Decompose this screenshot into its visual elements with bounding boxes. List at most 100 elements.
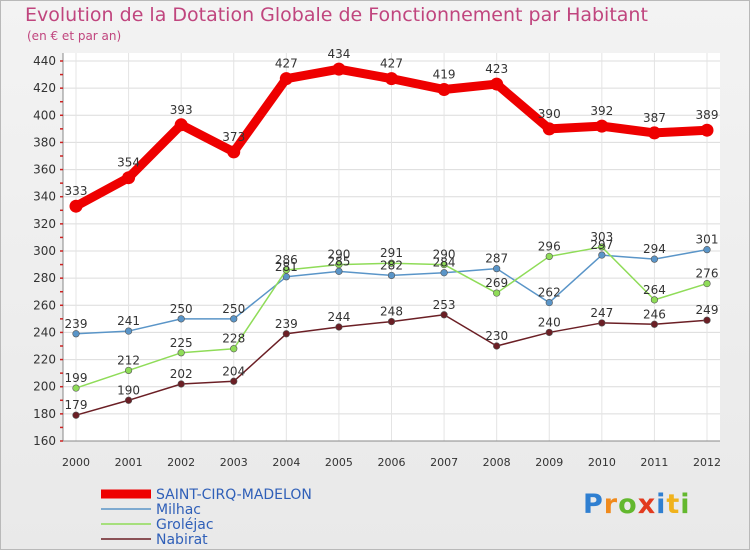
data-point-nabirat-2012 (703, 316, 711, 324)
data-label-grol-jac-2002: 225 (170, 336, 193, 350)
logo-letter: x (637, 489, 657, 520)
data-label-grol-jac-2010: 303 (590, 230, 613, 244)
x-tick-label-2000: 2000 (62, 456, 90, 469)
data-label-saint-cirq-madelon-2007: 419 (433, 68, 456, 82)
data-label-grol-jac-2008: 269 (485, 276, 508, 290)
data-label-grol-jac-2006: 291 (380, 246, 403, 260)
proxiti-logo: Proxiti (583, 489, 691, 520)
data-label-milhac-2007: 284 (433, 256, 456, 270)
series-milhac (72, 246, 711, 338)
data-point-saint-cirq-madelon-2008 (490, 77, 504, 91)
data-label-saint-cirq-madelon-2001: 354 (117, 156, 140, 170)
data-label-milhac-2004: 281 (275, 260, 298, 274)
data-point-nabirat-2011 (650, 320, 659, 328)
data-point-saint-cirq-madelon-2003 (227, 145, 241, 159)
data-point-nabirat-2008 (493, 342, 501, 350)
series-saint-cirq-madelon (69, 62, 714, 213)
data-point-nabirat-2003 (230, 377, 238, 385)
y-tick-label-440: 440 (33, 54, 56, 68)
data-label-nabirat-2011: 246 (643, 307, 666, 321)
data-point-grol-jac-2005 (335, 260, 343, 269)
legend-label-saint-cirq-madelon: SAINT-CIRQ-MADELON (156, 487, 312, 503)
legend-label-nabirat: Nabirat (156, 532, 208, 548)
x-tick-label-2011: 2011 (640, 456, 668, 469)
data-point-nabirat-2005 (335, 323, 343, 331)
y-tick-label-280: 280 (33, 271, 56, 285)
y-tick-label-300: 300 (33, 244, 56, 258)
logo-letter: i (680, 489, 691, 520)
data-point-nabirat-2000 (72, 411, 80, 419)
data-point-grol-jac-2003 (230, 345, 238, 353)
data-point-saint-cirq-madelon-2006 (385, 72, 398, 86)
data-point-saint-cirq-madelon-2005 (332, 62, 346, 76)
chart-title: Evolution de la Dotation Globale de Fonc… (25, 4, 648, 26)
data-label-saint-cirq-madelon-2009: 390 (538, 107, 561, 121)
x-tick-label-2008: 2008 (483, 456, 511, 469)
data-point-milhac-2002 (177, 315, 185, 323)
data-label-grol-jac-2005: 290 (327, 248, 350, 262)
data-label-grol-jac-2007: 290 (433, 248, 456, 262)
data-label-grol-jac-2009: 296 (538, 239, 561, 253)
data-label-saint-cirq-madelon-2005: 434 (327, 47, 350, 61)
data-point-nabirat-2007 (440, 311, 448, 319)
data-point-milhac-2001 (124, 327, 133, 335)
data-point-saint-cirq-madelon-2001 (122, 171, 136, 185)
y-tick-label-400: 400 (33, 108, 56, 122)
data-point-grol-jac-2011 (650, 296, 659, 304)
data-point-saint-cirq-madelon-2004 (279, 72, 293, 86)
data-label-grol-jac-2001: 212 (117, 353, 140, 367)
data-label-milhac-2002: 250 (170, 302, 193, 316)
data-point-saint-cirq-madelon-2009 (542, 122, 556, 136)
data-point-grol-jac-2007 (440, 260, 448, 269)
data-label-saint-cirq-madelon-2011: 387 (643, 111, 666, 125)
data-label-grol-jac-2000: 199 (65, 371, 88, 385)
data-point-milhac-2000 (72, 330, 80, 338)
series-nabirat (72, 311, 711, 419)
data-label-nabirat-2006: 248 (380, 305, 403, 319)
data-label-nabirat-2010: 247 (590, 306, 613, 320)
x-tick-label-2004: 2004 (272, 456, 300, 469)
data-label-nabirat-2004: 239 (275, 317, 298, 331)
chart-subtitle: (en € et par an) (27, 29, 122, 43)
data-label-nabirat-2005: 244 (327, 310, 350, 324)
y-tick-label-160: 160 (33, 434, 56, 448)
y-tick-label-380: 380 (33, 135, 56, 149)
data-point-grol-jac-2008 (493, 289, 501, 297)
data-point-milhac-2006 (387, 271, 396, 280)
data-label-milhac-2006: 282 (380, 258, 403, 272)
logo-letter: P (583, 489, 604, 520)
x-tick-label-2006: 2006 (378, 456, 406, 469)
logo-letter: r (603, 489, 619, 520)
series-grol-jac (72, 243, 711, 392)
x-tick-label-2005: 2005 (325, 456, 353, 469)
x-tick-label-2010: 2010 (588, 456, 616, 469)
data-point-milhac-2003 (230, 315, 238, 323)
data-label-nabirat-2001: 190 (117, 383, 140, 397)
y-tick-label-200: 200 (33, 380, 56, 394)
data-point-milhac-2005 (335, 267, 343, 275)
data-point-grol-jac-2012 (703, 279, 711, 288)
x-tick-label-2009: 2009 (535, 456, 563, 469)
data-label-milhac-2012: 301 (696, 233, 719, 247)
legend-label-milhac: Milhac (156, 502, 201, 518)
data-point-saint-cirq-madelon-2000 (69, 199, 83, 213)
data-point-grol-jac-2006 (387, 259, 396, 267)
data-point-milhac-2008 (493, 265, 501, 273)
y-tick-label-340: 340 (33, 190, 56, 204)
data-label-nabirat-2008: 230 (485, 329, 508, 343)
data-label-grol-jac-2012: 276 (696, 267, 719, 281)
data-label-saint-cirq-madelon-2006: 427 (380, 57, 403, 71)
data-point-grol-jac-2009 (545, 252, 553, 261)
x-tick-label-2002: 2002 (167, 456, 195, 469)
data-label-nabirat-2002: 202 (170, 367, 193, 381)
data-label-saint-cirq-madelon-2003: 373 (222, 130, 245, 144)
y-tick-label-420: 420 (33, 81, 56, 95)
x-tick-label-2012: 2012 (693, 456, 721, 469)
data-point-grol-jac-2002 (177, 349, 185, 357)
data-point-milhac-2011 (650, 255, 659, 263)
data-label-milhac-2011: 294 (643, 242, 666, 256)
data-point-saint-cirq-madelon-2012 (700, 123, 714, 137)
y-tick-label-240: 240 (33, 325, 56, 339)
